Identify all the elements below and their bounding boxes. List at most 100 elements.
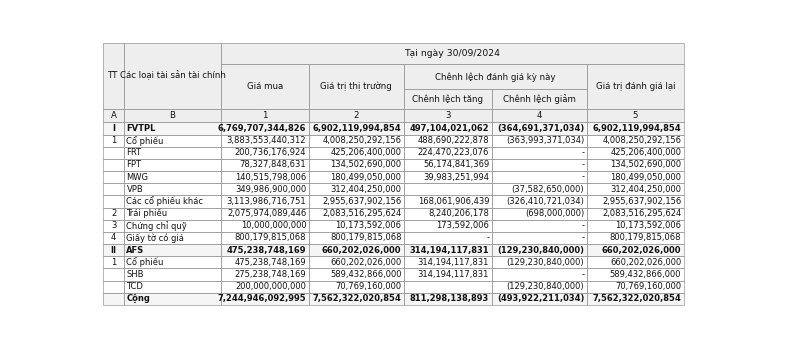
Bar <box>404 122 492 135</box>
Bar <box>103 256 124 268</box>
Text: 224,470,223,076: 224,470,223,076 <box>418 148 489 157</box>
Bar <box>492 159 586 171</box>
Text: Chênh lệch đánh giá kỳ này: Chênh lệch đánh giá kỳ này <box>435 72 555 82</box>
Bar <box>404 89 492 109</box>
Bar <box>492 280 586 293</box>
Bar <box>586 135 684 147</box>
Text: 7,244,946,092,995: 7,244,946,092,995 <box>218 294 306 303</box>
Text: 2,083,516,295,624: 2,083,516,295,624 <box>322 209 402 218</box>
Bar <box>221 135 309 147</box>
Bar <box>103 195 124 207</box>
Bar <box>586 207 684 220</box>
Bar <box>103 232 124 244</box>
Text: I: I <box>112 124 115 133</box>
Text: 200,736,176,924: 200,736,176,924 <box>234 148 306 157</box>
Bar <box>221 293 309 305</box>
Bar <box>221 64 309 109</box>
Bar <box>586 220 684 232</box>
Bar <box>492 280 586 293</box>
Bar <box>124 183 221 195</box>
Bar <box>586 293 684 305</box>
Text: 10,173,592,006: 10,173,592,006 <box>335 221 402 230</box>
Bar <box>586 183 684 195</box>
Bar <box>492 256 586 268</box>
Bar <box>221 268 309 280</box>
Text: MWG: MWG <box>126 173 149 182</box>
Bar <box>124 43 221 109</box>
Text: 800,179,815,068: 800,179,815,068 <box>610 234 682 243</box>
Bar <box>221 159 309 171</box>
Bar <box>586 159 684 171</box>
Text: -: - <box>582 234 584 243</box>
Bar <box>221 171 309 183</box>
Text: 70,769,160,000: 70,769,160,000 <box>335 282 402 291</box>
Bar <box>103 220 124 232</box>
Bar <box>586 159 684 171</box>
Text: 7,562,322,020,854: 7,562,322,020,854 <box>593 294 682 303</box>
Text: 425,206,400,000: 425,206,400,000 <box>610 148 682 157</box>
Bar <box>103 147 124 159</box>
Bar <box>221 183 309 195</box>
Bar <box>404 256 492 268</box>
Bar <box>492 256 586 268</box>
Bar <box>221 122 309 135</box>
Text: II: II <box>110 246 117 255</box>
Bar <box>586 280 684 293</box>
Text: (37,582,650,000): (37,582,650,000) <box>512 185 584 194</box>
Text: (363,993,371,034): (363,993,371,034) <box>506 136 584 145</box>
Bar <box>221 280 309 293</box>
Bar <box>124 135 221 147</box>
Text: 497,104,021,062: 497,104,021,062 <box>410 124 489 133</box>
Text: 6,769,707,344,826: 6,769,707,344,826 <box>218 124 306 133</box>
Text: 2: 2 <box>111 209 116 218</box>
Bar <box>404 183 492 195</box>
Text: Chênh lệch tăng: Chênh lệch tăng <box>412 94 483 104</box>
Bar <box>103 43 124 109</box>
Bar <box>221 109 309 122</box>
Bar <box>221 195 309 207</box>
Bar <box>221 43 684 64</box>
Bar <box>492 135 586 147</box>
Text: 314,194,117,831: 314,194,117,831 <box>418 270 489 279</box>
Text: (493,922,211,034): (493,922,211,034) <box>497 294 584 303</box>
Bar <box>124 207 221 220</box>
Text: -: - <box>582 160 584 169</box>
Bar <box>309 171 404 183</box>
Bar <box>492 293 586 305</box>
Bar <box>103 268 124 280</box>
Text: 660,202,026,000: 660,202,026,000 <box>610 258 682 267</box>
Bar <box>309 293 404 305</box>
Text: 4: 4 <box>537 111 542 120</box>
Text: Giấy tờ có giá: Giấy tờ có giá <box>126 233 184 243</box>
Bar <box>309 207 404 220</box>
Bar <box>103 195 124 207</box>
Text: Giá trị đánh giá lại: Giá trị đánh giá lại <box>595 82 675 91</box>
Bar <box>124 43 221 109</box>
Text: Các loại tài sản tài chính: Các loại tài sản tài chính <box>119 71 226 80</box>
Bar <box>309 109 404 122</box>
Text: 314,194,117,831: 314,194,117,831 <box>410 246 489 255</box>
Bar <box>404 293 492 305</box>
Text: -: - <box>486 234 489 243</box>
Bar <box>404 109 492 122</box>
Bar <box>103 171 124 183</box>
Text: Tại ngày 30/09/2024: Tại ngày 30/09/2024 <box>404 49 500 58</box>
Bar <box>221 135 309 147</box>
Text: 2,075,974,089,446: 2,075,974,089,446 <box>227 209 306 218</box>
Bar <box>124 171 221 183</box>
Bar <box>492 171 586 183</box>
Text: 140,515,798,006: 140,515,798,006 <box>235 173 306 182</box>
Bar <box>404 171 492 183</box>
Bar <box>492 195 586 207</box>
Bar <box>309 244 404 256</box>
Bar <box>103 256 124 268</box>
Bar <box>492 195 586 207</box>
Bar <box>492 207 586 220</box>
Bar <box>103 293 124 305</box>
Bar <box>404 135 492 147</box>
Bar <box>309 268 404 280</box>
Bar <box>221 159 309 171</box>
Text: Chứng chỉ quỹ: Chứng chỉ quỹ <box>126 221 187 231</box>
Bar <box>221 244 309 256</box>
Bar <box>404 64 586 89</box>
